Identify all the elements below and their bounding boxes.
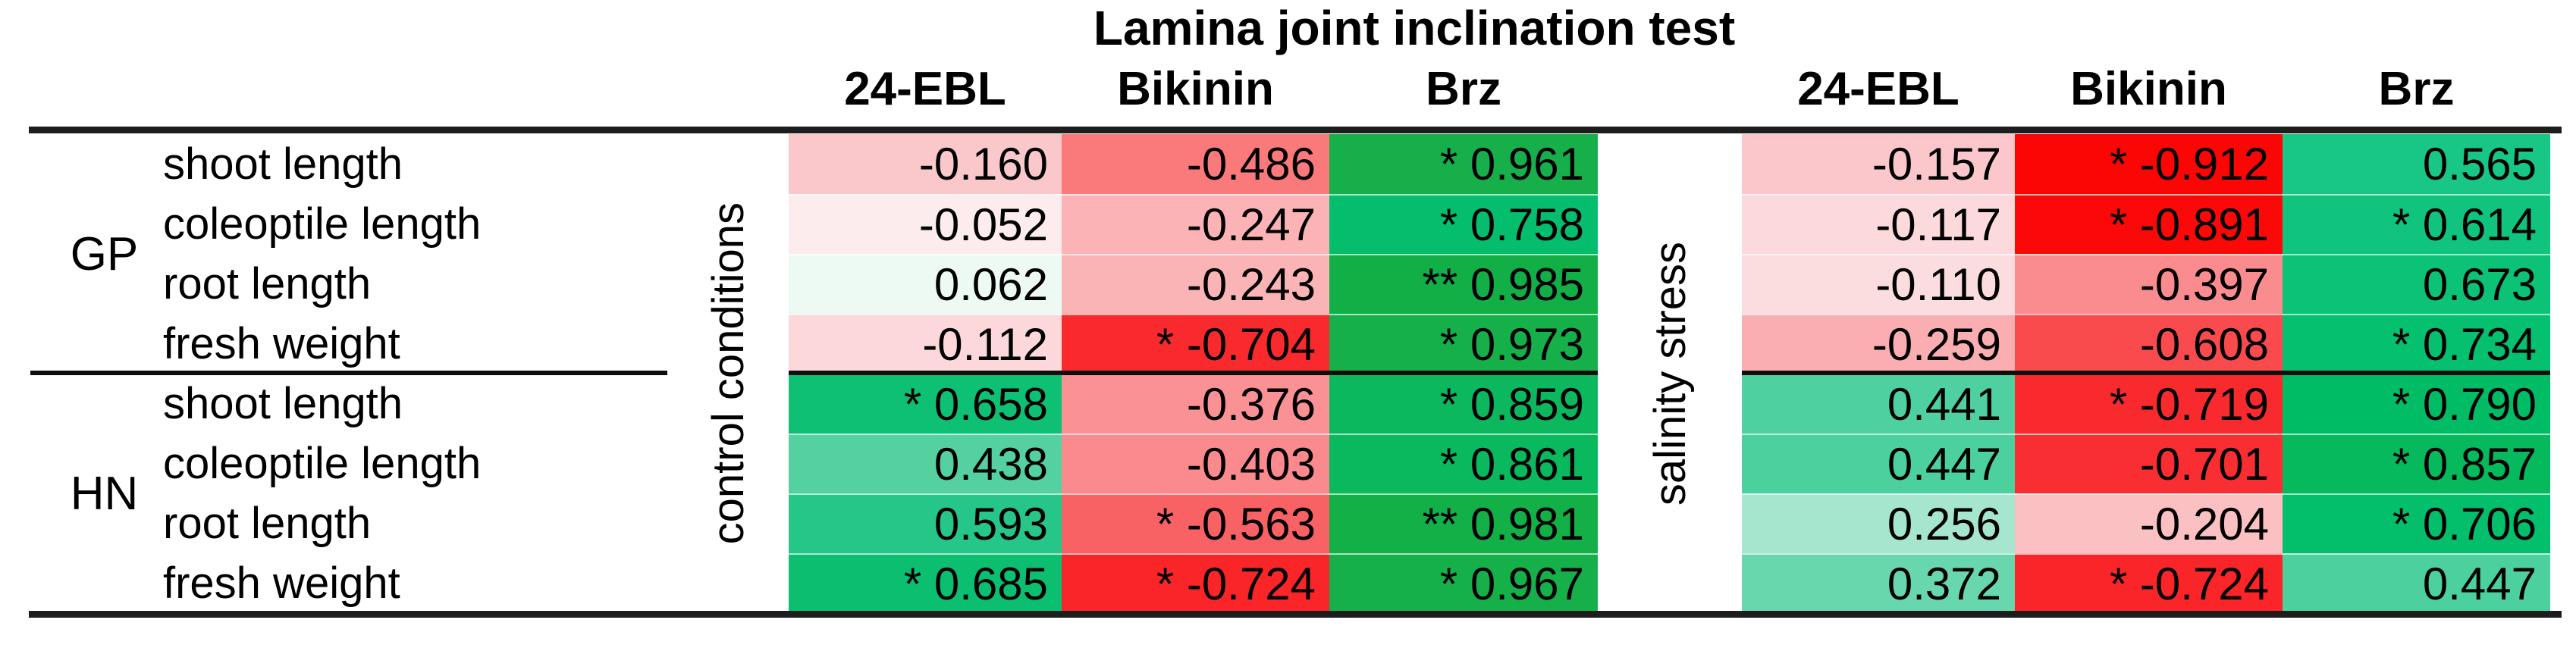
cell-salinity-hn-root-length-24-ebl: 0.256 (1742, 493, 2015, 553)
cell-salinity-hn-shoot-length-brz: * 0.790 (2283, 374, 2550, 434)
trait-label-hn-coleoptile-length: coleoptile length (163, 439, 482, 488)
cell-salinity-hn-fresh-weight-24-ebl: 0.372 (1742, 553, 2015, 613)
trait-label-gp-fresh-weight: fresh weight (163, 319, 400, 368)
group-separator-salinity-block (1742, 371, 2550, 375)
bottom-rule (29, 611, 2562, 618)
cell-salinity-gp-coleoptile-length-bikinin: * -0.891 (2015, 194, 2283, 254)
cell-salinity-hn-fresh-weight-brz: 0.447 (2283, 553, 2550, 613)
trait-label-hn-root-length: root length (163, 499, 372, 548)
condition-label-control: control conditions (667, 134, 789, 613)
cell-control-gp-coleoptile-length-24-ebl: -0.052 (789, 194, 1062, 254)
trait-label-gp-shoot-length: shoot length (163, 139, 403, 189)
cell-control-hn-fresh-weight-bikinin: * -0.724 (1062, 553, 1329, 613)
cell-control-hn-fresh-weight-brz: * 0.967 (1329, 553, 1598, 613)
col-header-salinity-24-ebl: 24-EBL (1797, 63, 1959, 115)
cell-salinity-gp-root-length-brz: 0.673 (2283, 254, 2550, 314)
cell-salinity-hn-root-length-brz: * 0.706 (2283, 493, 2550, 553)
cell-control-gp-coleoptile-length-brz: * 0.758 (1329, 194, 1598, 254)
cell-salinity-gp-shoot-length-24-ebl: -0.157 (1742, 134, 2015, 194)
cell-salinity-gp-fresh-weight-brz: * 0.734 (2283, 314, 2550, 374)
cell-control-hn-root-length-brz: ** 0.981 (1329, 493, 1598, 553)
group-separator-labels (30, 371, 667, 375)
col-header-control-24-ebl: 24-EBL (844, 63, 1006, 115)
cell-control-gp-fresh-weight-24-ebl: -0.112 (789, 314, 1062, 374)
cell-salinity-hn-fresh-weight-bikinin: * -0.724 (2015, 553, 2283, 613)
cell-control-gp-root-length-brz: ** 0.985 (1329, 254, 1598, 314)
cell-salinity-gp-root-length-24-ebl: -0.110 (1742, 254, 2015, 314)
col-header-salinity-brz: Brz (2378, 63, 2455, 115)
cell-salinity-hn-shoot-length-bikinin: * -0.719 (2015, 374, 2283, 434)
cell-control-hn-coleoptile-length-brz: * 0.861 (1329, 434, 1598, 493)
trait-label-hn-fresh-weight: fresh weight (163, 559, 400, 608)
cell-salinity-hn-root-length-bikinin: -0.204 (2015, 493, 2283, 553)
cell-control-hn-root-length-bikinin: * -0.563 (1062, 493, 1329, 553)
cell-control-hn-coleoptile-length-bikinin: -0.403 (1062, 434, 1329, 493)
top-rule (29, 127, 2562, 133)
condition-label-salinity-text: salinity stress (1645, 241, 1695, 506)
cell-control-gp-shoot-length-24-ebl: -0.160 (789, 134, 1062, 194)
condition-label-control-text: control conditions (703, 202, 753, 545)
cell-control-gp-shoot-length-bikinin: -0.486 (1062, 134, 1329, 194)
col-header-salinity-bikinin: Bikinin (2070, 63, 2227, 115)
cell-control-hn-shoot-length-24-ebl: * 0.658 (789, 374, 1062, 434)
col-header-control-bikinin: Bikinin (1117, 63, 1274, 115)
cell-salinity-hn-shoot-length-24-ebl: 0.441 (1742, 374, 2015, 434)
col-header-control-brz: Brz (1426, 63, 1501, 115)
trait-label-gp-root-length: root length (163, 259, 372, 308)
cell-salinity-hn-coleoptile-length-brz: * 0.857 (2283, 434, 2550, 493)
cell-control-gp-root-length-bikinin: -0.243 (1062, 254, 1329, 314)
cell-control-gp-root-length-24-ebl: 0.062 (789, 254, 1062, 314)
cell-salinity-gp-root-length-bikinin: -0.397 (2015, 254, 2283, 314)
cell-salinity-gp-coleoptile-length-brz: * 0.614 (2283, 194, 2550, 254)
group-label-gp: GP (70, 227, 139, 280)
table-body: GP HN control conditions salinity stress… (0, 134, 2576, 613)
cell-salinity-hn-coleoptile-length-24-ebl: 0.447 (1742, 434, 2015, 493)
cell-control-gp-fresh-weight-bikinin: * -0.704 (1062, 314, 1329, 374)
figure-title: Lamina joint inclination test (1093, 1, 1736, 55)
group-label-hn: HN (70, 467, 139, 520)
cell-control-hn-shoot-length-brz: * 0.859 (1329, 374, 1598, 434)
condition-label-salinity: salinity stress (1598, 134, 1742, 613)
cell-salinity-gp-fresh-weight-24-ebl: -0.259 (1742, 314, 2015, 374)
trait-label-hn-shoot-length: shoot length (163, 379, 403, 428)
group-separator-control-block (789, 371, 1598, 375)
cell-control-hn-coleoptile-length-24-ebl: 0.438 (789, 434, 1062, 493)
cell-control-hn-root-length-24-ebl: 0.593 (789, 493, 1062, 553)
cell-salinity-gp-shoot-length-bikinin: * -0.912 (2015, 134, 2283, 194)
cell-salinity-hn-coleoptile-length-bikinin: -0.701 (2015, 434, 2283, 493)
trait-label-gp-coleoptile-length: coleoptile length (163, 199, 482, 249)
cell-salinity-gp-shoot-length-brz: 0.565 (2283, 134, 2550, 194)
cell-control-gp-fresh-weight-brz: * 0.973 (1329, 314, 1598, 374)
cell-control-hn-fresh-weight-24-ebl: * 0.685 (789, 553, 1062, 613)
cell-salinity-gp-coleoptile-length-24-ebl: -0.117 (1742, 194, 2015, 254)
cell-control-hn-shoot-length-bikinin: -0.376 (1062, 374, 1329, 434)
cell-control-gp-coleoptile-length-bikinin: -0.247 (1062, 194, 1329, 254)
cell-salinity-gp-fresh-weight-bikinin: -0.608 (2015, 314, 2283, 374)
cell-control-gp-shoot-length-brz: * 0.961 (1329, 134, 1598, 194)
column-header-row: 24-EBL Bikinin Brz 24-EBL Bikinin Brz (0, 49, 2576, 124)
